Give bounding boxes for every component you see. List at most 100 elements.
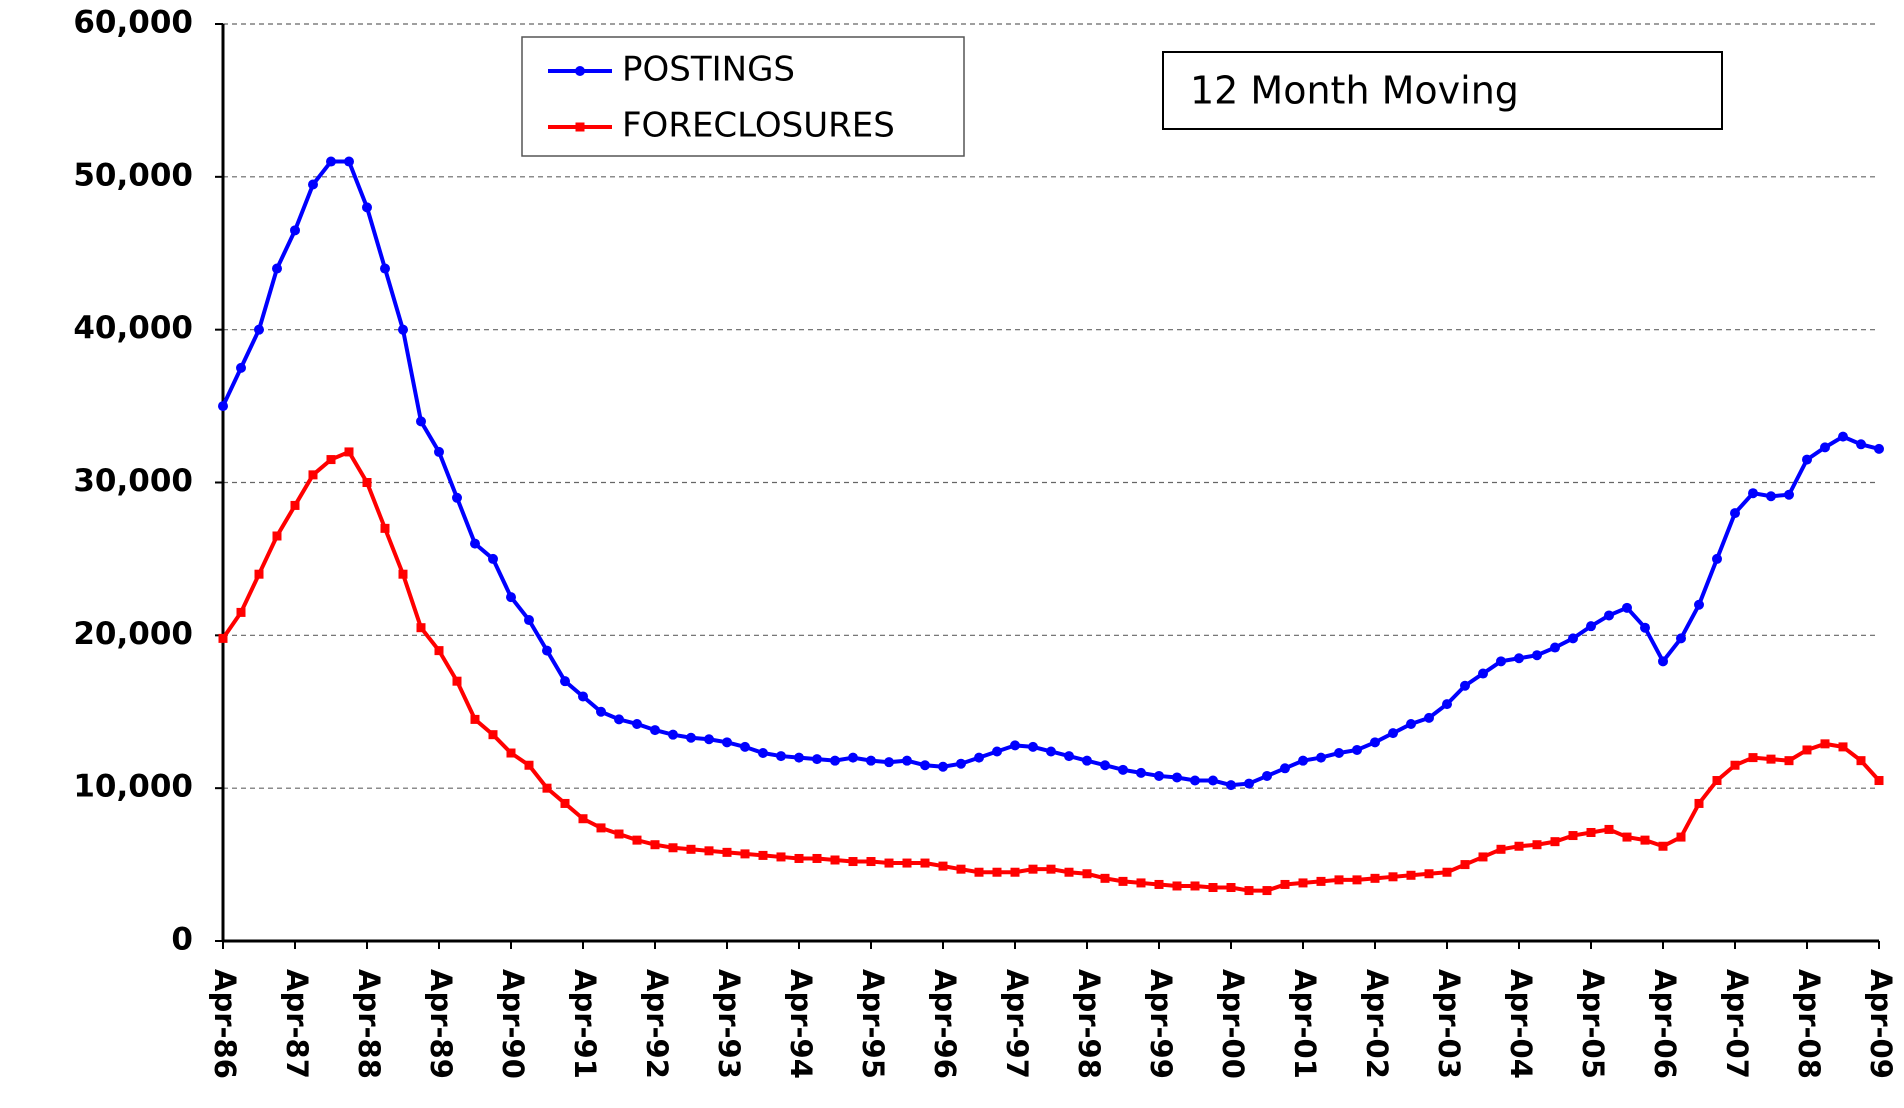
marker [1802,745,1812,755]
marker [1604,610,1614,621]
marker [1838,431,1848,442]
marker [830,855,840,865]
marker [1766,754,1776,764]
y-tick-label: 60,000 [73,5,193,41]
marker [1478,852,1488,862]
marker [1748,488,1758,499]
x-tick-label: Apr-04 [1504,969,1538,1079]
marker [1712,776,1722,786]
marker [830,755,840,766]
marker [1334,748,1344,759]
marker [614,829,624,839]
marker [1118,876,1128,886]
marker [596,823,606,833]
marker [344,447,354,457]
marker [1532,650,1542,661]
marker [236,607,246,617]
y-tick-label: 50,000 [73,157,193,193]
marker [1064,867,1074,877]
marker [1586,621,1596,632]
marker [362,478,372,487]
marker [1262,770,1272,781]
marker [1172,772,1182,783]
marker [1406,718,1416,729]
marker [524,760,534,770]
legend-marker [575,66,585,76]
x-tick-label: Apr-08 [1792,969,1826,1079]
marker [1082,755,1092,766]
marker [416,623,426,633]
marker [686,844,696,854]
marker [1640,835,1650,845]
marker [1226,780,1236,791]
marker [650,840,660,850]
x-tick-label: Apr-99 [1144,969,1178,1079]
series-line [221,159,1880,788]
marker [1262,886,1272,896]
marker [452,492,462,503]
marker [1622,602,1632,613]
marker [740,741,750,752]
marker [1208,775,1218,786]
marker [344,156,354,167]
marker [254,324,264,335]
marker [578,814,588,824]
marker [1208,883,1218,893]
marker [308,470,318,480]
marker [632,718,642,729]
marker [776,852,786,862]
marker [1298,878,1308,888]
x-tick-label: Apr-02 [1360,969,1394,1079]
marker [326,156,336,167]
marker [1550,837,1560,847]
marker [1226,883,1236,893]
marker [416,416,426,427]
marker [1838,742,1848,752]
marker [1298,755,1308,766]
marker [1424,869,1434,879]
marker [902,755,912,766]
marker [974,867,984,877]
marker [254,569,264,579]
x-tick-label: Apr-98 [1072,969,1106,1079]
legend-label: FORECLOSURES [622,106,895,146]
marker [470,714,480,724]
marker [812,754,822,765]
marker [434,646,444,656]
marker [1190,775,1200,786]
x-tick-label: Apr-88 [352,969,386,1079]
marker [1820,739,1830,749]
marker [956,758,966,769]
marker [1064,751,1074,762]
marker [236,362,246,373]
x-tick-label: Apr-01 [1288,969,1322,1079]
x-tick-label: Apr-93 [712,969,746,1079]
marker [668,843,678,853]
x-tick-label: Apr-96 [928,969,962,1079]
marker [992,867,1002,877]
marker [434,446,444,457]
marker [1046,746,1056,757]
marker [560,798,570,808]
marker [1460,860,1470,870]
marker [776,751,786,762]
marker [272,263,282,274]
marker [308,179,318,190]
marker [1496,844,1506,854]
marker [1244,886,1254,896]
marker [758,748,768,759]
marker [1784,489,1794,500]
marker [1136,767,1146,778]
marker [1586,827,1596,837]
marker [290,225,300,236]
marker [1028,741,1038,752]
marker [1100,873,1110,883]
marker [1154,879,1164,889]
marker [1532,840,1542,850]
marker [470,538,480,549]
marker [542,645,552,656]
marker [1874,443,1884,454]
marker [1676,633,1686,644]
legend-box [521,36,965,157]
marker [812,853,822,863]
